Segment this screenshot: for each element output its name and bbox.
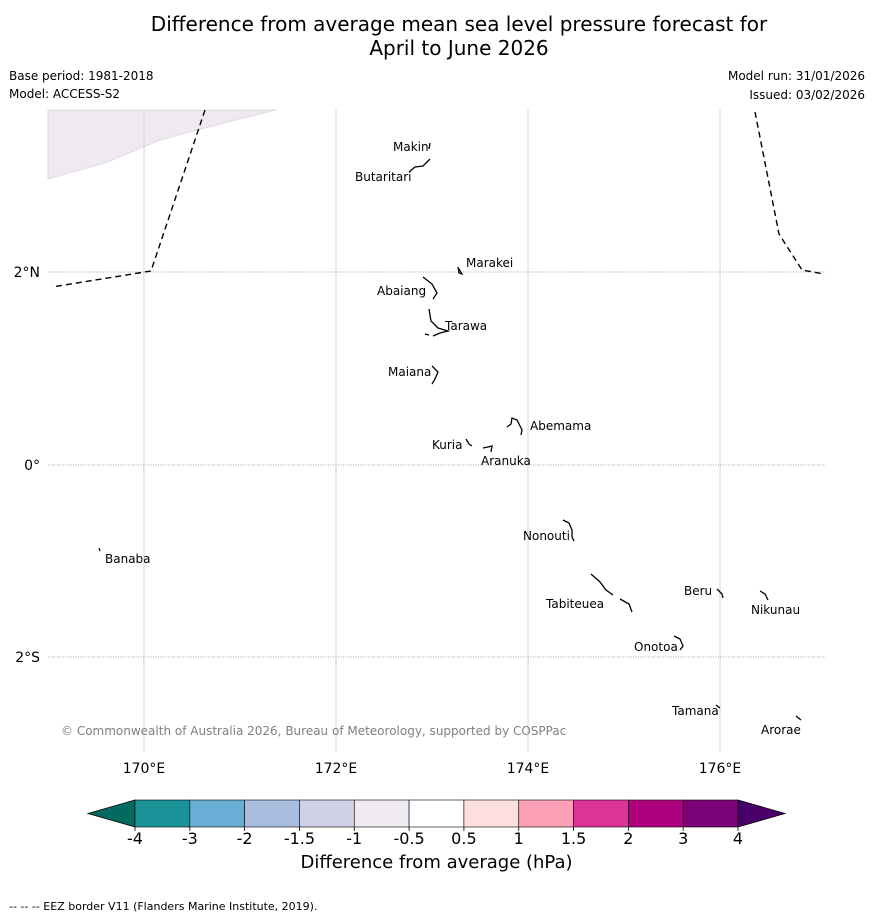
- label-onotoa: Onotoa: [634, 640, 678, 654]
- island-outline-tamana: [715, 704, 721, 709]
- latitude-gridlines: [48, 271, 826, 658]
- label-nikunau: Nikunau: [751, 603, 800, 617]
- colorbar-segment: [573, 799, 629, 828]
- island-outline-banaba: [98, 547, 101, 552]
- longitude-gridlines: [143, 110, 721, 752]
- island-outline-nikunau: [759, 590, 769, 601]
- island-outlines: [98, 142, 802, 721]
- island-outline-nonouti: [562, 519, 575, 542]
- island-outline-kuria: [465, 438, 473, 447]
- colorbar-segment: [628, 799, 684, 828]
- label-arorae: Arorae: [761, 723, 801, 737]
- colorbar-tick-label: -0.5: [393, 829, 424, 848]
- colorbar-tick-label: 3: [678, 829, 688, 848]
- colorbar-segment: [408, 799, 465, 828]
- label-banaba: Banaba: [105, 552, 151, 566]
- colorbar-tick-label: 0.5: [451, 829, 476, 848]
- label-marakei: Marakei: [466, 256, 513, 270]
- colorbar-segment: [244, 799, 300, 828]
- label-nonouti: Nonouti: [523, 529, 570, 543]
- label-makin: Makin: [393, 140, 429, 154]
- map-title: Difference from average mean sea level p…: [0, 12, 873, 60]
- label-abemama: Abemama: [530, 419, 591, 433]
- label-tarawa: Tarawa: [444, 319, 487, 333]
- label-maiana: Maiana: [388, 365, 431, 379]
- tick-176e: 176°E: [699, 761, 742, 777]
- colorbar-segment: [134, 799, 191, 828]
- island-outline-butaritari: [408, 158, 431, 173]
- colorbar-segment: [682, 799, 739, 828]
- tick-2s: 2°S: [15, 650, 40, 666]
- island-outline-tarawa: [424, 308, 451, 337]
- island-outline-maiana: [431, 365, 439, 385]
- latitude-tick-labels: 2°N 0° 2°S: [14, 265, 41, 666]
- colorbar-segment: [518, 799, 574, 828]
- anomaly-shading-area: [47, 109, 277, 180]
- label-aranuka: Aranuka: [481, 454, 531, 468]
- label-tamana: Tamana: [671, 704, 719, 718]
- colorbar-tick-label: -1: [346, 829, 362, 848]
- colorbar-extend-high: [737, 799, 787, 828]
- title-line-1: Difference from average mean sea level p…: [150, 12, 768, 36]
- tick-172e: 172°E: [315, 761, 358, 777]
- label-butaritari: Butaritari: [355, 170, 412, 184]
- island-outline-makin: [428, 142, 431, 150]
- colorbar-tick-label: 2: [623, 829, 633, 848]
- colorbar-segment: [353, 799, 410, 828]
- colorbar-segment: [463, 799, 520, 828]
- colorbar-tick-label: -1.5: [284, 829, 315, 848]
- label-kuria: Kuria: [432, 438, 463, 452]
- copyright-notice: © Commonwealth of Australia 2026, Bureau…: [61, 724, 567, 738]
- colorbar-segment: [189, 799, 245, 828]
- label-beru: Beru: [684, 584, 712, 598]
- island-outline-abemama: [506, 417, 523, 436]
- eez-border-east: [754, 111, 825, 275]
- colorbar-segment: [299, 799, 355, 828]
- island-outline-arorae: [795, 715, 802, 721]
- tick-0: 0°: [24, 458, 40, 474]
- longitude-tick-labels: 170°E 172°E 174°E 176°E: [123, 761, 742, 777]
- eez-footnote: -- -- -- EEZ border V11 (Flanders Marine…: [9, 900, 318, 913]
- label-abaiang: Abaiang: [377, 284, 426, 298]
- island-outline-aranuka: [482, 445, 493, 453]
- tick-170e: 170°E: [123, 761, 166, 777]
- colorbar-tick-label: -2: [237, 829, 253, 848]
- colorbar-tick-label: 1: [514, 829, 524, 848]
- colorbar-tick-label: -3: [182, 829, 198, 848]
- title-line-2: April to June 2026: [369, 36, 549, 60]
- base-period: Base period: 1981-2018: [9, 69, 154, 83]
- colorbar-tick-label: 4: [733, 829, 743, 848]
- label-tabiteuea: Tabiteuea: [545, 597, 604, 611]
- island-outline-onotoa: [673, 635, 684, 651]
- island-outline-marakei: [457, 266, 464, 276]
- model-name: Model: ACCESS-S2: [9, 87, 121, 101]
- island-outline-tabiteuea: [590, 573, 633, 613]
- issued-date: Issued: 03/02/2026: [749, 88, 865, 102]
- colorbar-label: Difference from average (hPa): [300, 852, 573, 873]
- tick-2n: 2°N: [14, 265, 40, 281]
- island-outline-abaiang: [422, 276, 438, 300]
- colorbar-extend-low: [86, 799, 136, 828]
- island-labels: Makin Butaritari Marakei Abaiang Tarawa …: [105, 140, 801, 737]
- colorbar: -4 -3 -2 -1.5 -1 -0.5 0.5 1 1.5 2 3 4: [86, 799, 787, 848]
- island-outline-beru: [716, 588, 724, 599]
- tick-174e: 174°E: [507, 761, 550, 777]
- colorbar-tick-label: 1.5: [561, 829, 586, 848]
- colorbar-tick-label: -4: [127, 829, 143, 848]
- model-run: Model run: 31/01/2026: [727, 69, 865, 83]
